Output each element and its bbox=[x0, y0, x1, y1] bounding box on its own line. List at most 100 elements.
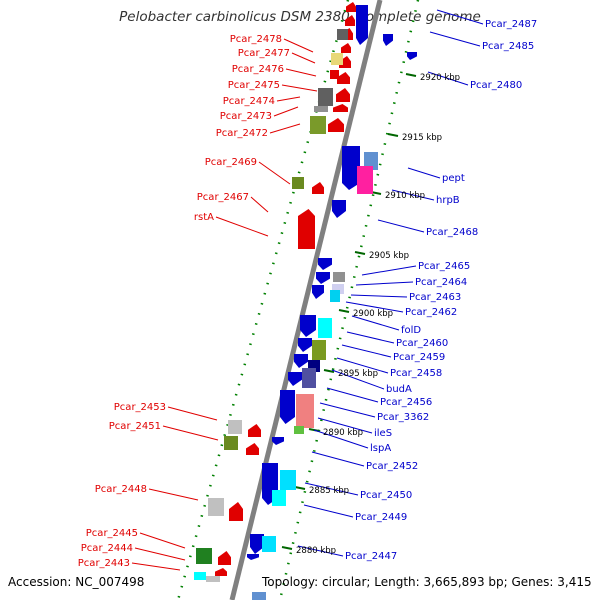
gene-label-right: Pcar_2485 bbox=[482, 41, 534, 52]
leader-line bbox=[336, 357, 389, 374]
reverse-gene-arrow bbox=[318, 258, 332, 270]
forward-gene-arrow bbox=[333, 104, 348, 112]
gene-label-left: Pcar_2472 bbox=[216, 128, 268, 139]
scale-label: 2880 kbp bbox=[296, 546, 336, 556]
gene-label-left: Pcar_2467 bbox=[197, 192, 249, 203]
forward-gene-arrow bbox=[341, 43, 351, 53]
gene-label-right: ileS bbox=[374, 428, 392, 439]
leader-line bbox=[436, 9, 484, 25]
cog-feature-box bbox=[208, 498, 224, 516]
leader-line bbox=[276, 96, 301, 102]
gene-label-right: Pcar_2456 bbox=[380, 397, 432, 408]
cog-feature-box bbox=[364, 152, 378, 170]
leader-line bbox=[250, 196, 269, 213]
gene-label-left: Pcar_2448 bbox=[95, 484, 147, 495]
accession-text: Accession: NC_007498 bbox=[8, 575, 145, 589]
gene-label-right: Pcar_2449 bbox=[355, 512, 407, 523]
gene-label-left: Pcar_2445 bbox=[86, 528, 138, 539]
gene-label-left: Pcar_2478 bbox=[230, 34, 282, 45]
gene-label-left: Pcar_2451 bbox=[109, 421, 161, 432]
cog-feature-box bbox=[310, 116, 326, 134]
gene-label-left: Pcar_2469 bbox=[205, 157, 257, 168]
cog-feature-box bbox=[294, 426, 304, 434]
scale-label: 2885 kbp bbox=[309, 486, 349, 496]
forward-gene-arrow bbox=[328, 118, 344, 132]
forward-gene-arrow bbox=[345, 15, 355, 26]
reverse-gene-arrow bbox=[356, 5, 368, 45]
scale-label: 2915 kbp bbox=[402, 133, 442, 143]
cog-feature-box bbox=[330, 70, 339, 79]
gene-label-right: lspA bbox=[370, 443, 391, 454]
leader-line bbox=[317, 417, 373, 434]
scale-tick bbox=[405, 73, 417, 77]
forward-gene-arrow bbox=[346, 2, 356, 12]
leader-line bbox=[377, 219, 425, 233]
gene-label-right: folD bbox=[401, 325, 421, 336]
leader-line bbox=[341, 344, 392, 358]
reverse-gene-arrow bbox=[294, 354, 308, 368]
scale-tick bbox=[338, 309, 350, 313]
gene-label-left: Pcar_2475 bbox=[228, 80, 280, 91]
reverse-gene-arrow bbox=[298, 338, 312, 352]
scale-label: 2910 kbp bbox=[385, 191, 425, 201]
leader-line bbox=[313, 429, 369, 449]
leader-line bbox=[407, 167, 441, 179]
gene-label-right: Pcar_2465 bbox=[418, 261, 470, 272]
cog-feature-box bbox=[312, 340, 326, 360]
gene-label-right: Pcar_2463 bbox=[409, 292, 461, 303]
gene-label-left: Pcar_2473 bbox=[220, 111, 272, 122]
gene-label-right: pept bbox=[442, 173, 465, 184]
gene-label-right: Pcar_2450 bbox=[360, 490, 412, 501]
gene-label-right: Pcar_2487 bbox=[485, 19, 537, 30]
reverse-gene-arrow bbox=[280, 390, 295, 424]
reverse-gene-arrow bbox=[342, 146, 360, 190]
scale-label: 2905 kbp bbox=[369, 251, 409, 261]
leader-line bbox=[297, 545, 344, 557]
reverse-gene-arrow bbox=[272, 437, 284, 445]
cog-feature-box bbox=[206, 576, 220, 582]
leader-line bbox=[351, 315, 400, 331]
topology-text: Topology: circular; Length: 3,665,893 bp… bbox=[262, 575, 592, 589]
genome-axis bbox=[229, 0, 383, 600]
gene-label-right: Pcar_2480 bbox=[470, 80, 522, 91]
gene-label-right: Pcar_2460 bbox=[396, 338, 448, 349]
leader-line bbox=[162, 425, 219, 441]
cog-feature-box bbox=[357, 166, 373, 194]
tick-track-right bbox=[278, 0, 420, 600]
leader-line bbox=[134, 547, 186, 561]
cog-feature-box bbox=[302, 368, 316, 388]
reverse-gene-arrow bbox=[300, 315, 316, 337]
gene-label-right: Pcar_2447 bbox=[345, 551, 397, 562]
reverse-gene-arrow bbox=[316, 272, 330, 284]
leader-line bbox=[429, 31, 481, 47]
leader-line bbox=[346, 331, 395, 344]
map-title: Pelobacter carbinolicus DSM 2380, comple… bbox=[119, 9, 481, 25]
leader-line bbox=[345, 301, 404, 313]
leader-line bbox=[391, 189, 435, 201]
leader-line bbox=[361, 265, 417, 276]
cog-feature-box bbox=[280, 470, 296, 490]
cog-feature-box bbox=[272, 490, 286, 506]
scale-label: 2920 kbp bbox=[420, 73, 460, 83]
reverse-gene-arrow bbox=[383, 34, 393, 46]
leader-line bbox=[350, 294, 408, 298]
cog-feature-box bbox=[296, 394, 314, 428]
cog-feature-box bbox=[337, 29, 348, 40]
scale-tick bbox=[387, 133, 399, 137]
leader-line bbox=[326, 387, 379, 403]
leader-line bbox=[258, 161, 291, 185]
gene-label-left: Pcar_2474 bbox=[223, 96, 275, 107]
leader-line bbox=[148, 488, 199, 501]
gene-label-right: Pcar_2458 bbox=[390, 368, 442, 379]
reverse-gene-arrow bbox=[247, 554, 259, 560]
cog-feature-box bbox=[252, 592, 266, 600]
gene-label-right: hrpB bbox=[436, 195, 460, 206]
forward-gene-arrow bbox=[298, 209, 315, 249]
gene-label-right: Pcar_3362 bbox=[377, 412, 429, 423]
gene-label-left: rstA bbox=[194, 212, 214, 223]
scale-tick bbox=[323, 369, 335, 373]
cog-feature-box bbox=[196, 548, 212, 564]
leader-line bbox=[311, 451, 365, 467]
forward-gene-arrow bbox=[336, 88, 350, 102]
leader-line bbox=[331, 369, 385, 390]
